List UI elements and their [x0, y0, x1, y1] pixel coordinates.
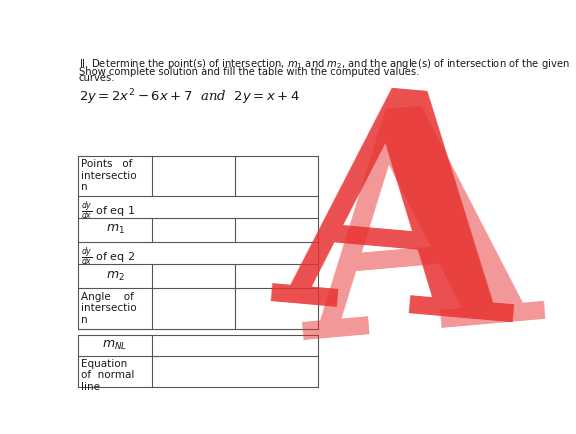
- Text: $m_{NL}$: $m_{NL}$: [103, 339, 127, 352]
- Text: $m_1$: $m_1$: [105, 224, 124, 237]
- Text: Angle    of
intersectio
n: Angle of intersectio n: [81, 292, 137, 325]
- Text: $2y = 2x^2 - 6x + 7$  and  $2y = x + 4$: $2y = 2x^2 - 6x + 7$ and $2y = x + 4$: [79, 87, 300, 107]
- Text: Equation
of  normal
line: Equation of normal line: [81, 358, 135, 392]
- Text: A: A: [286, 89, 548, 404]
- Text: Show complete solution and fill the table with the computed values.: Show complete solution and fill the tabl…: [79, 67, 419, 77]
- Text: II. Determine the point(s) of intersection, $m_1$ and $m_2$, and the angle(s) of: II. Determine the point(s) of intersecti…: [79, 57, 570, 83]
- Text: $m_2$: $m_2$: [105, 270, 124, 283]
- Text: $\frac{dy}{dx}$ of eq 1: $\frac{dy}{dx}$ of eq 1: [81, 199, 135, 222]
- Text: A: A: [267, 70, 529, 386]
- Text: Points   of
intersectio
n: Points of intersectio n: [81, 159, 137, 192]
- Text: $\frac{dy}{dx}$ of eq 2: $\frac{dy}{dx}$ of eq 2: [81, 245, 135, 268]
